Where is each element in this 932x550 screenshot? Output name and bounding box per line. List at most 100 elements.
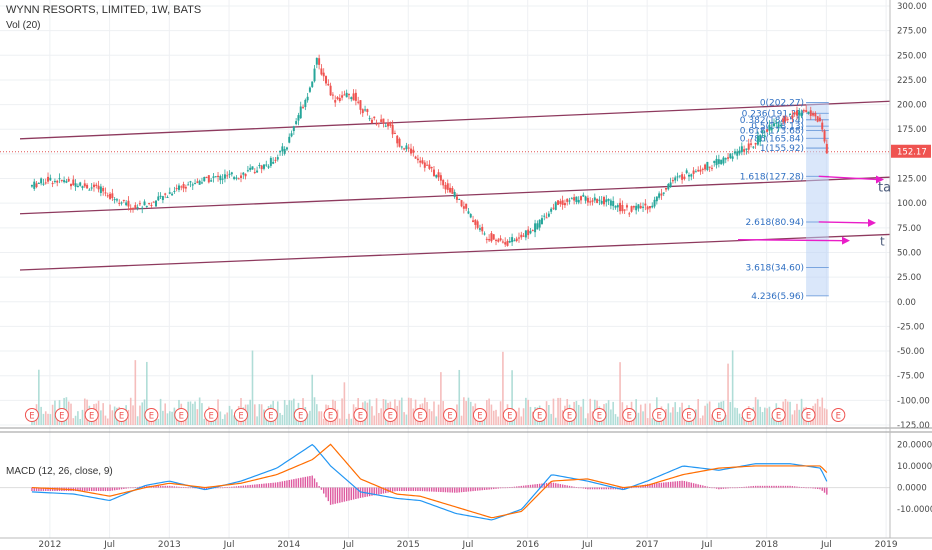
volume-bar xyxy=(430,411,433,425)
chart-title: WYNN RESORTS, LIMITED, 1W, BATS xyxy=(6,4,202,16)
macd-histogram-bar xyxy=(587,487,589,490)
fib-label: 0.236(191.??) xyxy=(742,109,804,119)
candle-body xyxy=(357,101,360,103)
x-tick-label: Jul xyxy=(103,540,115,550)
earnings-label: E xyxy=(179,412,184,422)
macd-histogram-bar xyxy=(430,487,433,492)
macd-histogram-bar xyxy=(219,487,222,489)
macd-histogram-bar xyxy=(725,487,727,489)
macd-histogram-bar xyxy=(706,486,709,488)
candle-body xyxy=(304,99,307,108)
volume-bar xyxy=(589,398,592,425)
volume-bar xyxy=(667,403,670,425)
macd-histogram-bar xyxy=(288,479,290,488)
candle-body xyxy=(566,198,569,202)
candle-body xyxy=(203,177,206,182)
candle-body xyxy=(412,149,415,153)
macd-histogram-bar xyxy=(100,487,102,492)
macd-histogram-bar xyxy=(169,485,171,488)
macd-histogram-bar xyxy=(348,487,350,501)
volume-bar xyxy=(189,401,192,425)
candle-body xyxy=(639,205,642,209)
volume-bar xyxy=(164,403,166,425)
macd-histogram-bar xyxy=(812,487,814,489)
candle-body xyxy=(609,200,612,206)
volume-bar xyxy=(490,404,493,425)
macd-histogram-bar xyxy=(134,487,137,488)
candle-body xyxy=(141,207,144,209)
earnings-label: E xyxy=(627,412,632,422)
candle-body xyxy=(267,166,270,168)
volume-bar xyxy=(786,401,789,425)
volume-bar xyxy=(219,411,222,425)
macd-histogram-bar xyxy=(768,485,771,488)
macd-histogram-bar xyxy=(704,485,706,488)
macd-histogram-bar xyxy=(481,487,483,491)
macd-histogram-bar xyxy=(757,485,759,488)
macd-histogram-bar xyxy=(534,484,536,488)
macd-histogram-bar xyxy=(612,487,614,490)
candle-body xyxy=(763,135,766,138)
macd-histogram-bar xyxy=(350,487,352,501)
volume-bar xyxy=(529,406,532,425)
volume-bar xyxy=(196,409,199,425)
candle-body xyxy=(74,183,77,187)
candle-body xyxy=(802,110,805,112)
candle-body xyxy=(127,200,130,207)
candle-body xyxy=(99,186,102,193)
macd-histogram-bar xyxy=(86,487,88,492)
y-tick-label: 300.00 xyxy=(897,2,927,12)
candle-body xyxy=(102,188,105,192)
macd-histogram-bar xyxy=(805,487,807,489)
macd-histogram-bar xyxy=(780,485,782,488)
macd-histogram-bar xyxy=(688,482,690,488)
macd-histogram-bar xyxy=(823,487,826,493)
macd-histogram-bar xyxy=(378,487,380,495)
macd-histogram-bar xyxy=(630,487,633,489)
candle-body xyxy=(720,159,723,165)
candle-body xyxy=(563,203,566,206)
macd-histogram-bar xyxy=(582,487,585,489)
macd-histogram-bar xyxy=(157,485,160,488)
macd-histogram-bar xyxy=(607,487,610,490)
candle-body xyxy=(382,118,385,124)
candle-body xyxy=(462,206,465,209)
y-tick-label: 175.00 xyxy=(897,125,927,135)
macd-histogram-bar xyxy=(800,487,803,488)
macd-histogram-bar xyxy=(123,487,125,489)
earnings-circle xyxy=(652,408,667,422)
volume-bar xyxy=(754,397,757,425)
candle-body xyxy=(168,192,171,194)
candle-body xyxy=(318,58,321,65)
volume-bar xyxy=(520,416,523,425)
candle-body xyxy=(635,205,638,211)
candle-body xyxy=(223,174,226,179)
macd-histogram-bar xyxy=(513,486,516,488)
macd-histogram-bar xyxy=(104,487,107,492)
macd-histogram-bar xyxy=(653,483,656,488)
volume-bar xyxy=(559,397,562,425)
candle-body xyxy=(653,199,656,207)
candle-body xyxy=(311,81,314,87)
macd-histogram-bar xyxy=(226,487,228,488)
macd-histogram-bar xyxy=(458,487,460,493)
volume-bar xyxy=(401,397,403,425)
candle-body xyxy=(632,205,635,208)
volume-bar xyxy=(286,404,288,425)
candle-body xyxy=(612,201,615,207)
volume-bar xyxy=(141,402,144,425)
candle-body xyxy=(497,239,500,242)
earnings-label: E xyxy=(597,412,602,422)
fib-label: 1(155.92) xyxy=(760,144,804,154)
earnings-label: E xyxy=(388,412,393,422)
volume-bar xyxy=(741,416,743,425)
candle-body xyxy=(671,180,674,182)
earnings-circle xyxy=(353,408,368,422)
candle-body xyxy=(642,206,645,208)
candle-body xyxy=(191,184,194,186)
macd-histogram-bar xyxy=(132,487,134,489)
macd-histogram-bar xyxy=(221,487,224,489)
macd-histogram-bar xyxy=(713,487,715,489)
macd-histogram-bar xyxy=(810,487,812,489)
